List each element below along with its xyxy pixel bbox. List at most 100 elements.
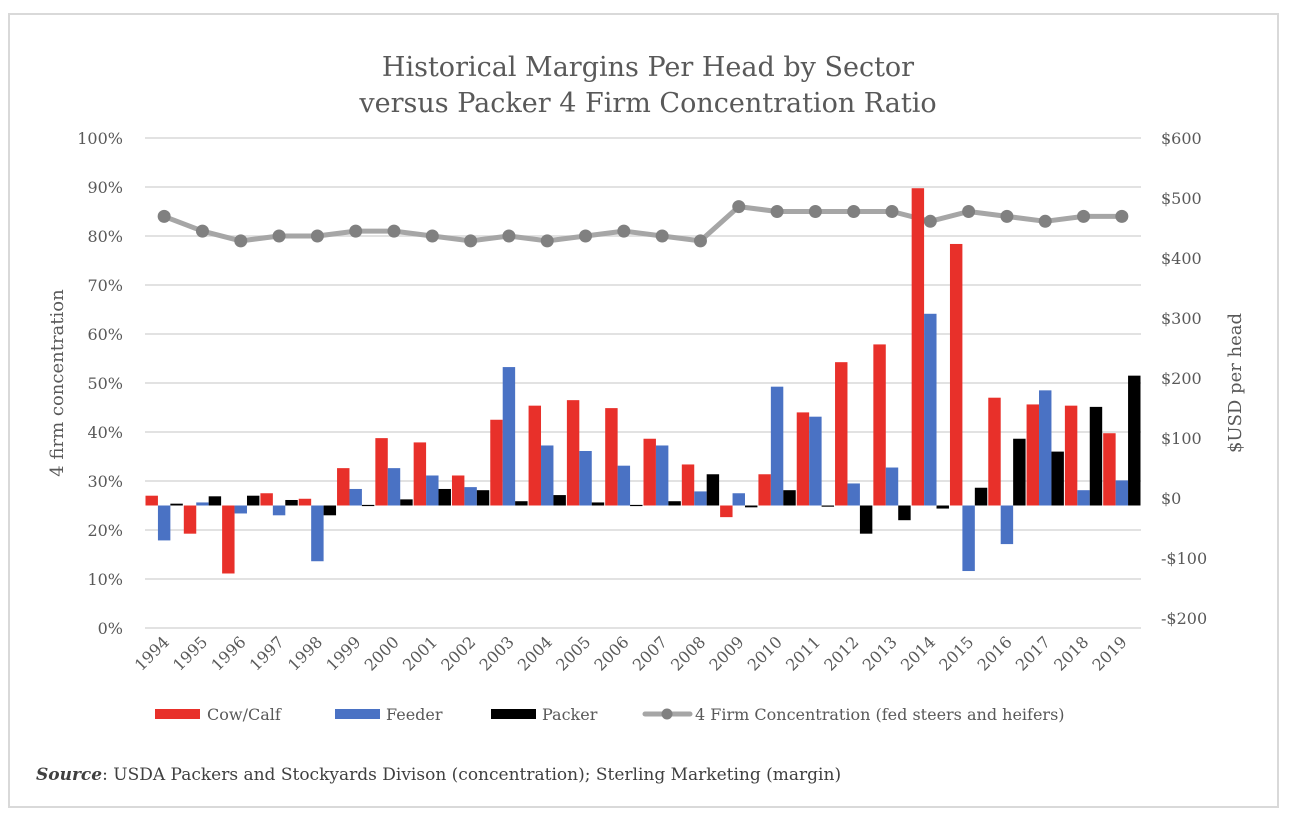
concentration-marker-1997 [272, 229, 286, 243]
bar-packer-2018 [1089, 406, 1103, 506]
legend-swatch-marker [661, 708, 673, 720]
bar-feeder-1995 [196, 502, 209, 506]
bar-packer-2000 [400, 499, 413, 506]
bar-packer-2001 [438, 488, 451, 506]
x-tick-label: 1995 [169, 632, 211, 674]
chart-title: Historical Margins Per Head by Sector ve… [358, 52, 936, 119]
left-tick-label: 10% [87, 570, 123, 589]
bar-packer-2009 [744, 505, 758, 508]
concentration-marker-2014 [923, 214, 937, 228]
bar-cow-calf-2019 [1103, 433, 1116, 506]
legend-label-cow-calf: Cow/Calf [207, 705, 282, 724]
x-tick-label: 2005 [552, 632, 594, 674]
concentration-marker-2011 [808, 205, 822, 218]
right-axis-title: $USD per head [1225, 313, 1246, 453]
left-tick-label: 80% [87, 227, 123, 246]
bar-packer-1997 [285, 499, 298, 506]
source-text: : USDA Packers and Stockyards Divison (c… [102, 765, 841, 785]
bar-feeder-1998 [311, 505, 324, 562]
concentration-marker-2004 [540, 234, 554, 248]
legend-item-feeder: Feeder [335, 705, 443, 724]
bar-packer-2004 [553, 495, 566, 506]
legend-label-packer: Packer [542, 705, 598, 724]
left-tick-label: 30% [87, 472, 123, 491]
concentration-marker-2000 [387, 224, 401, 238]
left-tick-label: 40% [87, 423, 123, 442]
concentration-marker-1995 [195, 224, 209, 238]
legend: Cow/Calf Feeder Packer 4 Firm Concentrat… [155, 705, 1065, 724]
x-tick-label: 2019 [1088, 632, 1130, 674]
bar-packer-2007 [668, 501, 681, 506]
x-tick-label: 2018 [1050, 632, 1092, 674]
x-tick-label: 2007 [629, 632, 671, 674]
gridlines [145, 137, 1141, 629]
left-tick-label: 90% [87, 178, 123, 197]
bar-packer-2013 [898, 505, 911, 521]
bar-cow-calf-2004 [528, 405, 542, 506]
concentration-marker-2007 [655, 229, 669, 243]
concentration-marker-2012 [847, 205, 861, 218]
legend-label-concentration: 4 Firm Concentration (fed steers and hei… [695, 705, 1065, 724]
x-tick-label: 2009 [705, 632, 747, 674]
chart-title-line-2: versus Packer 4 Firm Concentration Ratio [358, 88, 936, 119]
concentration-marker-2003 [502, 229, 516, 243]
bar-feeder-2006 [617, 465, 631, 506]
bar-cow-calf-2017 [1026, 404, 1040, 506]
bar-packer-2006 [630, 504, 643, 507]
legend-item-packer: Packer [491, 705, 598, 724]
bar-packer-2005 [591, 502, 605, 506]
bar-packer-2012 [859, 505, 873, 534]
x-tick-label: 2017 [1012, 632, 1054, 674]
right-tick-label: $600 [1161, 129, 1202, 148]
concentration-marker-2008 [693, 234, 707, 248]
left-tick-label: 50% [87, 374, 123, 393]
bar-cow-calf-2003 [490, 419, 503, 506]
bar-cow-calf-2001 [413, 442, 427, 506]
bar-series [145, 188, 1141, 574]
x-tick-label: 2004 [514, 632, 556, 674]
right-tick-label: $200 [1161, 369, 1202, 388]
bar-feeder-1994 [157, 505, 171, 541]
x-tick-label: 1996 [207, 632, 249, 674]
concentration-marker-2005 [579, 229, 593, 243]
bar-cow-calf-1998 [298, 498, 312, 506]
legend-item-concentration: 4 Firm Concentration (fed steers and hei… [642, 705, 1065, 724]
left-tick-label: 0% [98, 619, 123, 638]
bar-packer-1998 [323, 505, 337, 516]
concentration-line-series [157, 200, 1129, 248]
bar-feeder-2017 [1039, 390, 1052, 506]
bar-packer-1996 [246, 495, 260, 506]
x-axis-ticks: 1994199519961997199819992000200120022003… [131, 632, 1131, 674]
concentration-marker-2002 [464, 234, 478, 248]
bar-packer-2016 [1013, 438, 1026, 506]
right-tick-label: $100 [1161, 429, 1202, 448]
concentration-marker-2013 [885, 205, 899, 218]
bar-packer-2002 [476, 490, 490, 506]
bar-feeder-1999 [349, 488, 362, 506]
x-tick-label: 1999 [322, 632, 364, 674]
bar-feeder-2004 [541, 445, 554, 506]
bar-cow-calf-2002 [451, 475, 465, 506]
x-tick-label: 2003 [476, 632, 518, 674]
bar-feeder-2008 [694, 491, 707, 506]
x-tick-label: 2014 [897, 632, 939, 674]
bar-feeder-2001 [426, 475, 439, 506]
bar-cow-calf-2000 [375, 438, 388, 506]
bar-cow-calf-1997 [260, 493, 273, 506]
concentration-marker-2016 [1000, 209, 1014, 223]
bar-cow-calf-2007 [643, 438, 656, 506]
concentration-marker-1994 [157, 209, 171, 223]
bar-cow-calf-2011 [796, 412, 810, 506]
bar-packer-2019 [1128, 375, 1141, 506]
left-axis-title: 4 firm concentration [47, 289, 68, 477]
right-axis-ticks: -$200 -$100 $0 $100 $200 $300 $400 $500 $600 [1161, 129, 1207, 628]
legend-item-cow-calf: Cow/Calf [155, 705, 282, 724]
x-tick-label: 2013 [859, 632, 901, 674]
legend-label-feeder: Feeder [386, 705, 443, 724]
bar-cow-calf-1994 [145, 495, 158, 506]
concentration-marker-2009 [732, 200, 746, 214]
right-tick-label: $0 [1161, 489, 1181, 508]
bar-cow-calf-1999 [337, 468, 350, 506]
concentration-marker-2019 [1115, 209, 1129, 223]
